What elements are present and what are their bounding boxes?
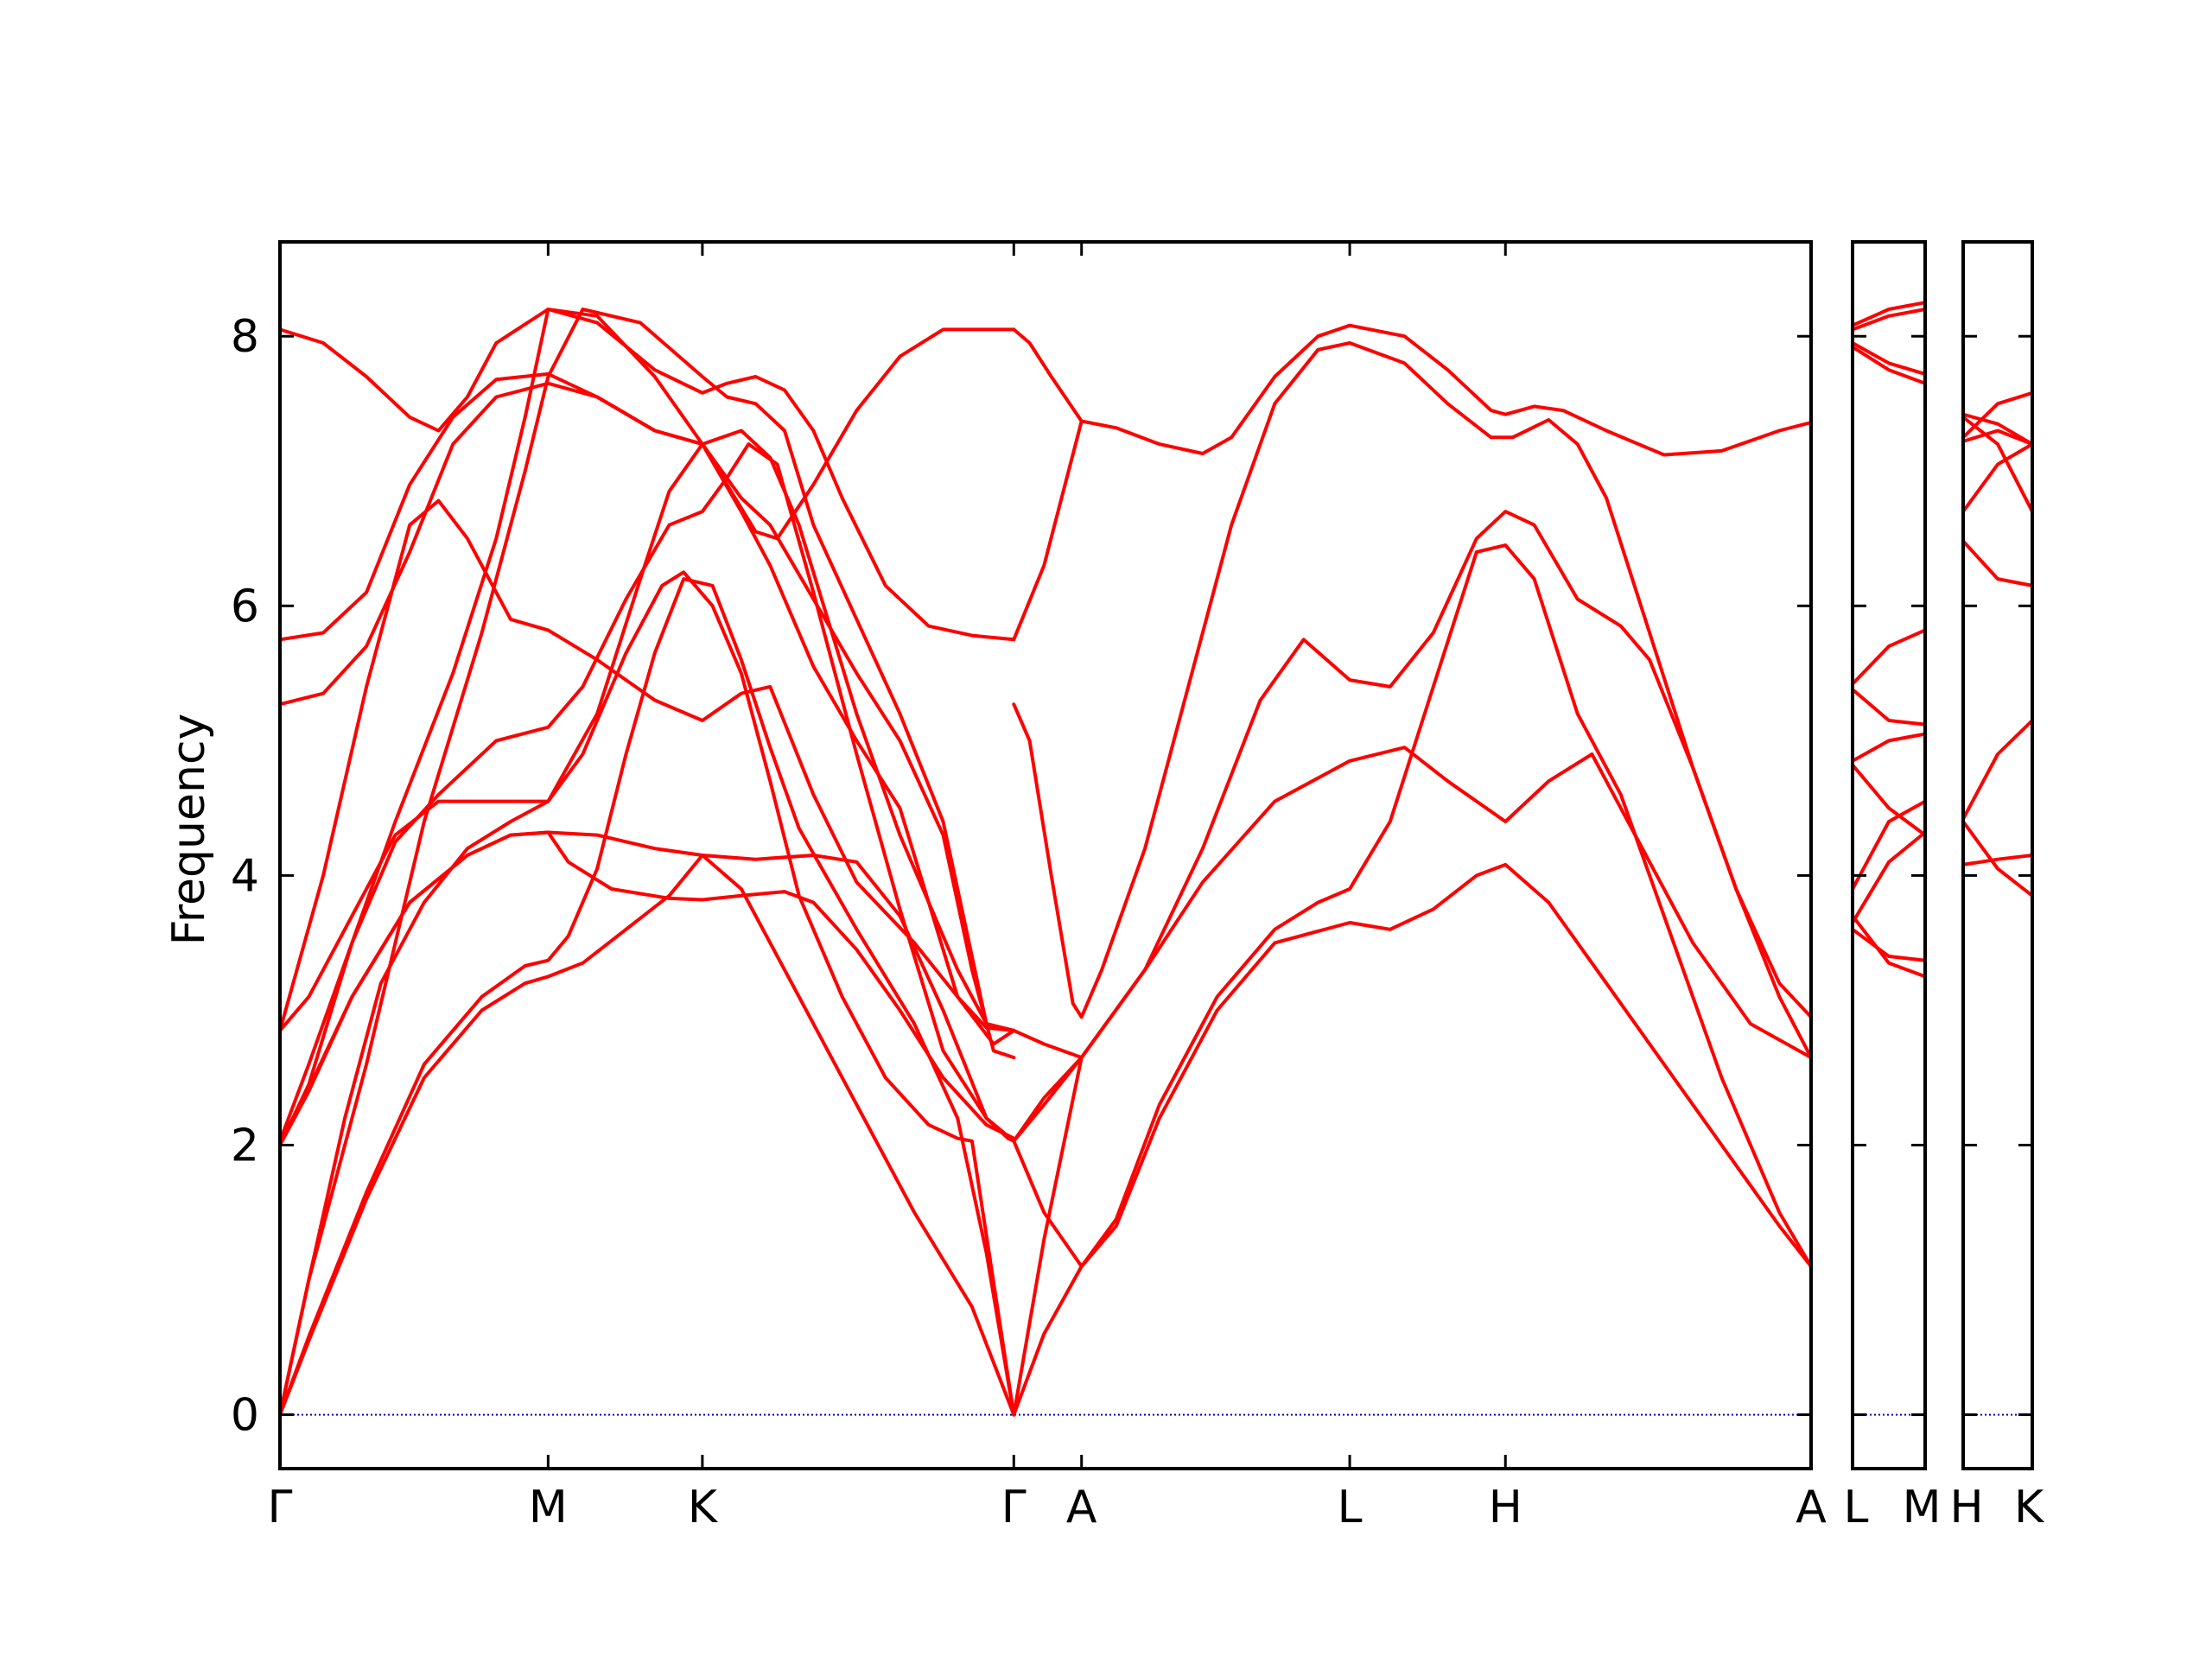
y-tick-label: 4 xyxy=(231,850,259,902)
panel-frame xyxy=(1851,240,1927,1470)
y-tick-label: 8 xyxy=(231,311,259,363)
band-line xyxy=(278,577,1016,1417)
band-line xyxy=(1961,539,2034,587)
x-tick-label: K xyxy=(2014,1482,2045,1533)
x-tick-label: M xyxy=(1903,1482,1942,1533)
band-line xyxy=(1012,1056,1084,1143)
band-line xyxy=(1851,345,1927,385)
x-tick-label: L xyxy=(1338,1482,1363,1533)
x-tick-label: A xyxy=(1796,1482,1827,1533)
band-line xyxy=(278,308,1016,642)
band-line xyxy=(278,498,1016,1032)
band-line xyxy=(1012,862,1813,1417)
band-line xyxy=(1961,719,2034,821)
band-line xyxy=(1961,412,2034,447)
x-tick-label: A xyxy=(1066,1482,1097,1533)
y-tick-label: 2 xyxy=(231,1120,259,1171)
band-line xyxy=(278,308,1016,1147)
band-line xyxy=(1851,341,1927,376)
band-line xyxy=(1012,341,1813,1019)
x-tick-label: Γ xyxy=(1001,1482,1027,1533)
band-line xyxy=(278,830,1016,1145)
band-line xyxy=(1851,763,1927,837)
band-line xyxy=(278,570,1016,1417)
band-line xyxy=(1012,323,1813,457)
band-line xyxy=(1851,308,1927,332)
band-line xyxy=(1851,799,1927,891)
band-line xyxy=(1961,854,2034,866)
band-line xyxy=(1851,914,1927,979)
y-axis-label: Frequency xyxy=(163,714,215,946)
x-tick-label: M xyxy=(529,1482,568,1533)
band-line xyxy=(278,428,1016,1032)
band-line xyxy=(1961,428,2034,447)
x-tick-label: L xyxy=(1844,1482,1869,1533)
band-line xyxy=(1012,543,1813,1268)
panel-frame xyxy=(278,240,1813,1470)
band-line xyxy=(1851,628,1927,686)
band-line xyxy=(1012,510,1813,1060)
band-line xyxy=(1851,830,1927,924)
band-line xyxy=(1851,732,1927,763)
band-line xyxy=(1961,442,2034,514)
band-line xyxy=(1851,927,1927,962)
y-tick-label: 0 xyxy=(231,1390,259,1442)
band-line xyxy=(278,442,1016,1143)
x-tick-label: Γ xyxy=(268,1482,293,1533)
band-line xyxy=(278,371,1016,1046)
band-line xyxy=(1961,820,2034,898)
x-tick-label: K xyxy=(688,1482,719,1533)
x-tick-label: H xyxy=(1489,1482,1522,1533)
band-line xyxy=(1851,301,1927,327)
y-tick-label: 6 xyxy=(231,581,259,632)
band-line xyxy=(278,308,1016,1417)
band-line xyxy=(278,854,1016,1417)
band-line xyxy=(1012,746,1813,1143)
band-line xyxy=(1961,390,2034,440)
band-line xyxy=(1012,419,1084,642)
panel-frame xyxy=(1961,240,2034,1470)
band-line xyxy=(1851,688,1927,727)
band-line xyxy=(1012,1056,1084,1417)
x-tick-label: H xyxy=(1949,1482,1983,1533)
